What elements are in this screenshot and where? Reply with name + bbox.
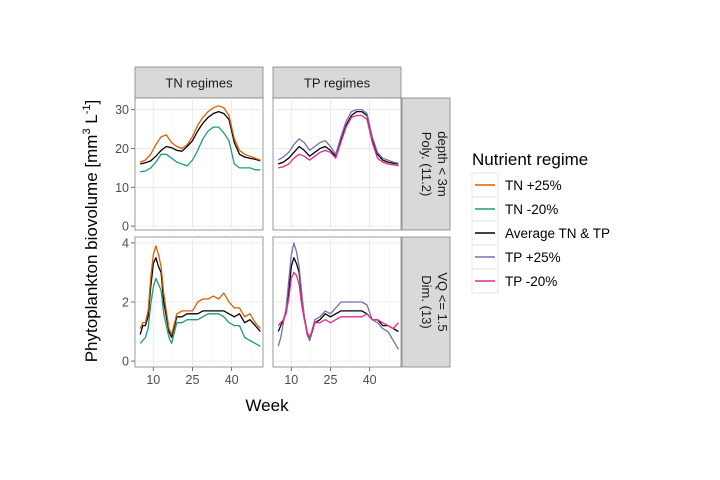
series-line-tp-20- [278, 114, 399, 169]
series-line-tp-20- [277, 271, 399, 339]
y-axis-title: Phytoplankton biovolume [mm3 L-1] [81, 100, 101, 363]
row-strip-label-1-1: VQ <= 1.5 [435, 272, 450, 331]
panel-0-1 [272, 97, 402, 231]
x-tick-label: 25 [186, 373, 200, 387]
y-tick-label: 0 [122, 355, 129, 369]
x-axis-title: Week [245, 396, 289, 415]
x-tick-label: 10 [284, 373, 298, 387]
series-line-average-tn-tp [140, 110, 261, 165]
legend-entry-label: TP -20% [505, 274, 557, 289]
column-strip-label-1: TP regimes [304, 76, 371, 91]
legend-title: Nutrient regime [472, 150, 588, 169]
x-tick-label: 40 [225, 373, 239, 387]
row-strip-0 [401, 97, 451, 231]
series-line-tn-20- [140, 126, 261, 173]
row-strip-label-0-1: depth < 3m [435, 131, 450, 196]
x-tick-label: 10 [146, 373, 160, 387]
row-strip-1 [401, 236, 451, 368]
series-line-average-tn-tp [139, 257, 261, 339]
panel-0-0 [134, 97, 264, 231]
legend-entry-label: TP +25% [505, 250, 561, 265]
y-tick-label: 2 [122, 296, 129, 310]
legend-entry-label: TN -20% [505, 202, 558, 217]
row-strip-label-1-0: Dim. (13) [419, 275, 434, 328]
legend-entry-label: Average TN & TP [505, 226, 610, 241]
y-tick-label: 10 [115, 181, 129, 195]
column-strip-1 [272, 66, 402, 99]
column-strip-0 [134, 66, 264, 99]
x-tick-label: 40 [363, 373, 377, 387]
series-line-tp-25- [277, 108, 399, 164]
y-tick-label: 0 [122, 220, 129, 234]
row-strip-label-0-0: Poly. (11.2) [419, 132, 434, 197]
y-tick-label: 4 [122, 236, 129, 250]
y-tick-label: 30 [115, 103, 129, 117]
series-line-tn-20- [139, 277, 261, 347]
series-line-tn-25- [139, 105, 261, 163]
series-line-tn-25- [139, 245, 261, 336]
x-tick-label: 25 [324, 373, 338, 387]
y-tick-label: 20 [115, 142, 129, 156]
column-strip-label-0: TN regimes [165, 76, 233, 91]
legend-entry-label: TN +25% [505, 178, 562, 193]
